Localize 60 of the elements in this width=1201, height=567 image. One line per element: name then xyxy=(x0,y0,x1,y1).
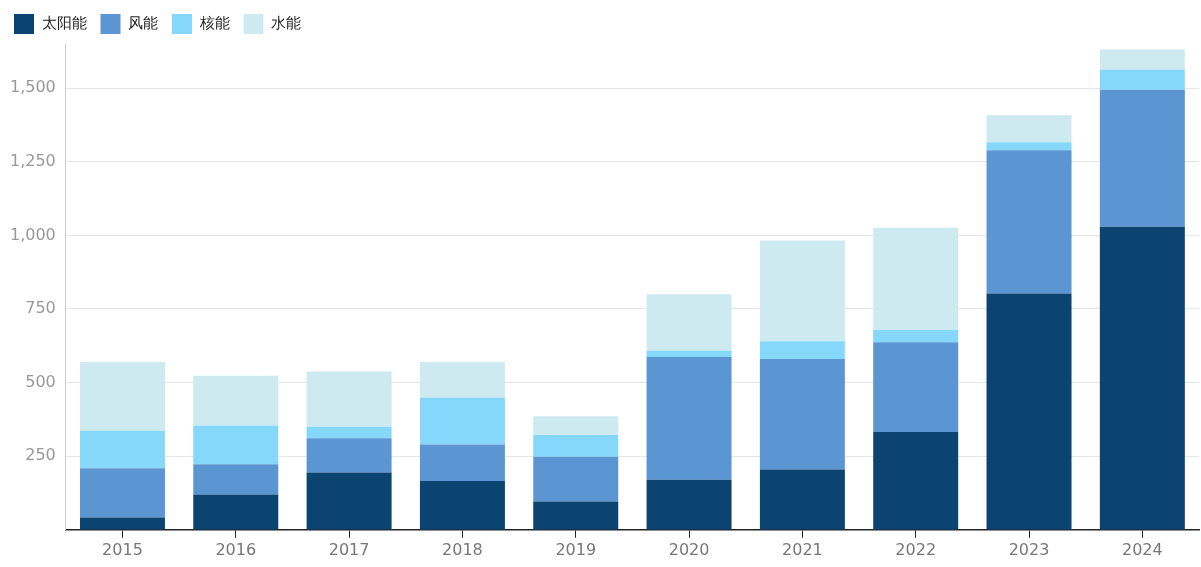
bar xyxy=(759,359,845,470)
legend-label: 太阳能 xyxy=(41,13,87,32)
bar xyxy=(193,464,279,495)
bar xyxy=(533,456,619,502)
bar xyxy=(759,469,845,530)
y-tick-label: 1,000 xyxy=(9,224,56,244)
bar xyxy=(873,432,959,530)
bar xyxy=(986,115,1072,143)
x-tick-label: 2018 xyxy=(442,539,483,559)
bar xyxy=(1099,49,1185,70)
bar xyxy=(646,356,732,480)
x-tick-label: 2023 xyxy=(1008,539,1050,559)
bar xyxy=(419,397,505,445)
bar xyxy=(419,444,505,481)
y-tick-label: 1,500 xyxy=(9,77,56,97)
bar xyxy=(79,517,165,530)
bar xyxy=(1099,89,1185,227)
bar xyxy=(419,361,505,398)
bar xyxy=(533,416,619,435)
bar xyxy=(306,371,392,427)
bar xyxy=(533,435,619,457)
x-tick-label: 2021 xyxy=(782,539,823,559)
x-tick-label: 2022 xyxy=(895,539,937,559)
bar xyxy=(79,361,165,431)
bar xyxy=(79,468,165,518)
bar xyxy=(193,375,279,426)
bar xyxy=(533,501,619,530)
x-tick-label: 2017 xyxy=(328,539,370,559)
bar xyxy=(306,472,392,530)
bar xyxy=(986,150,1072,294)
legend-label: 风能 xyxy=(128,13,158,32)
y-tick-label: 250 xyxy=(25,445,56,465)
bar xyxy=(759,341,845,360)
bar xyxy=(306,438,392,473)
y-tick-label: 500 xyxy=(25,371,56,391)
legend-label: 水能 xyxy=(271,13,301,32)
y-tick-label: 750 xyxy=(25,298,56,318)
bar xyxy=(986,142,1072,151)
bar xyxy=(646,479,732,530)
bar xyxy=(873,342,959,433)
x-tick-label: 2016 xyxy=(215,539,257,559)
bar xyxy=(759,240,845,342)
bar xyxy=(193,425,279,465)
bar xyxy=(646,294,732,351)
bar xyxy=(193,494,279,530)
x-tick-label: 2024 xyxy=(1121,539,1163,559)
bar xyxy=(306,426,392,439)
x-tick-label: 2019 xyxy=(555,539,597,559)
x-tick-label: 2020 xyxy=(668,539,710,559)
bar xyxy=(646,350,732,357)
bar xyxy=(873,227,959,330)
bar xyxy=(79,430,165,469)
bar xyxy=(1099,226,1185,530)
bar xyxy=(873,329,959,343)
bar xyxy=(1099,69,1185,90)
legend-label: 核能 xyxy=(198,13,230,32)
y-tick-label: 1,250 xyxy=(9,150,56,170)
bar xyxy=(419,480,505,530)
bar xyxy=(986,293,1072,530)
x-tick-label: 2015 xyxy=(102,539,143,559)
